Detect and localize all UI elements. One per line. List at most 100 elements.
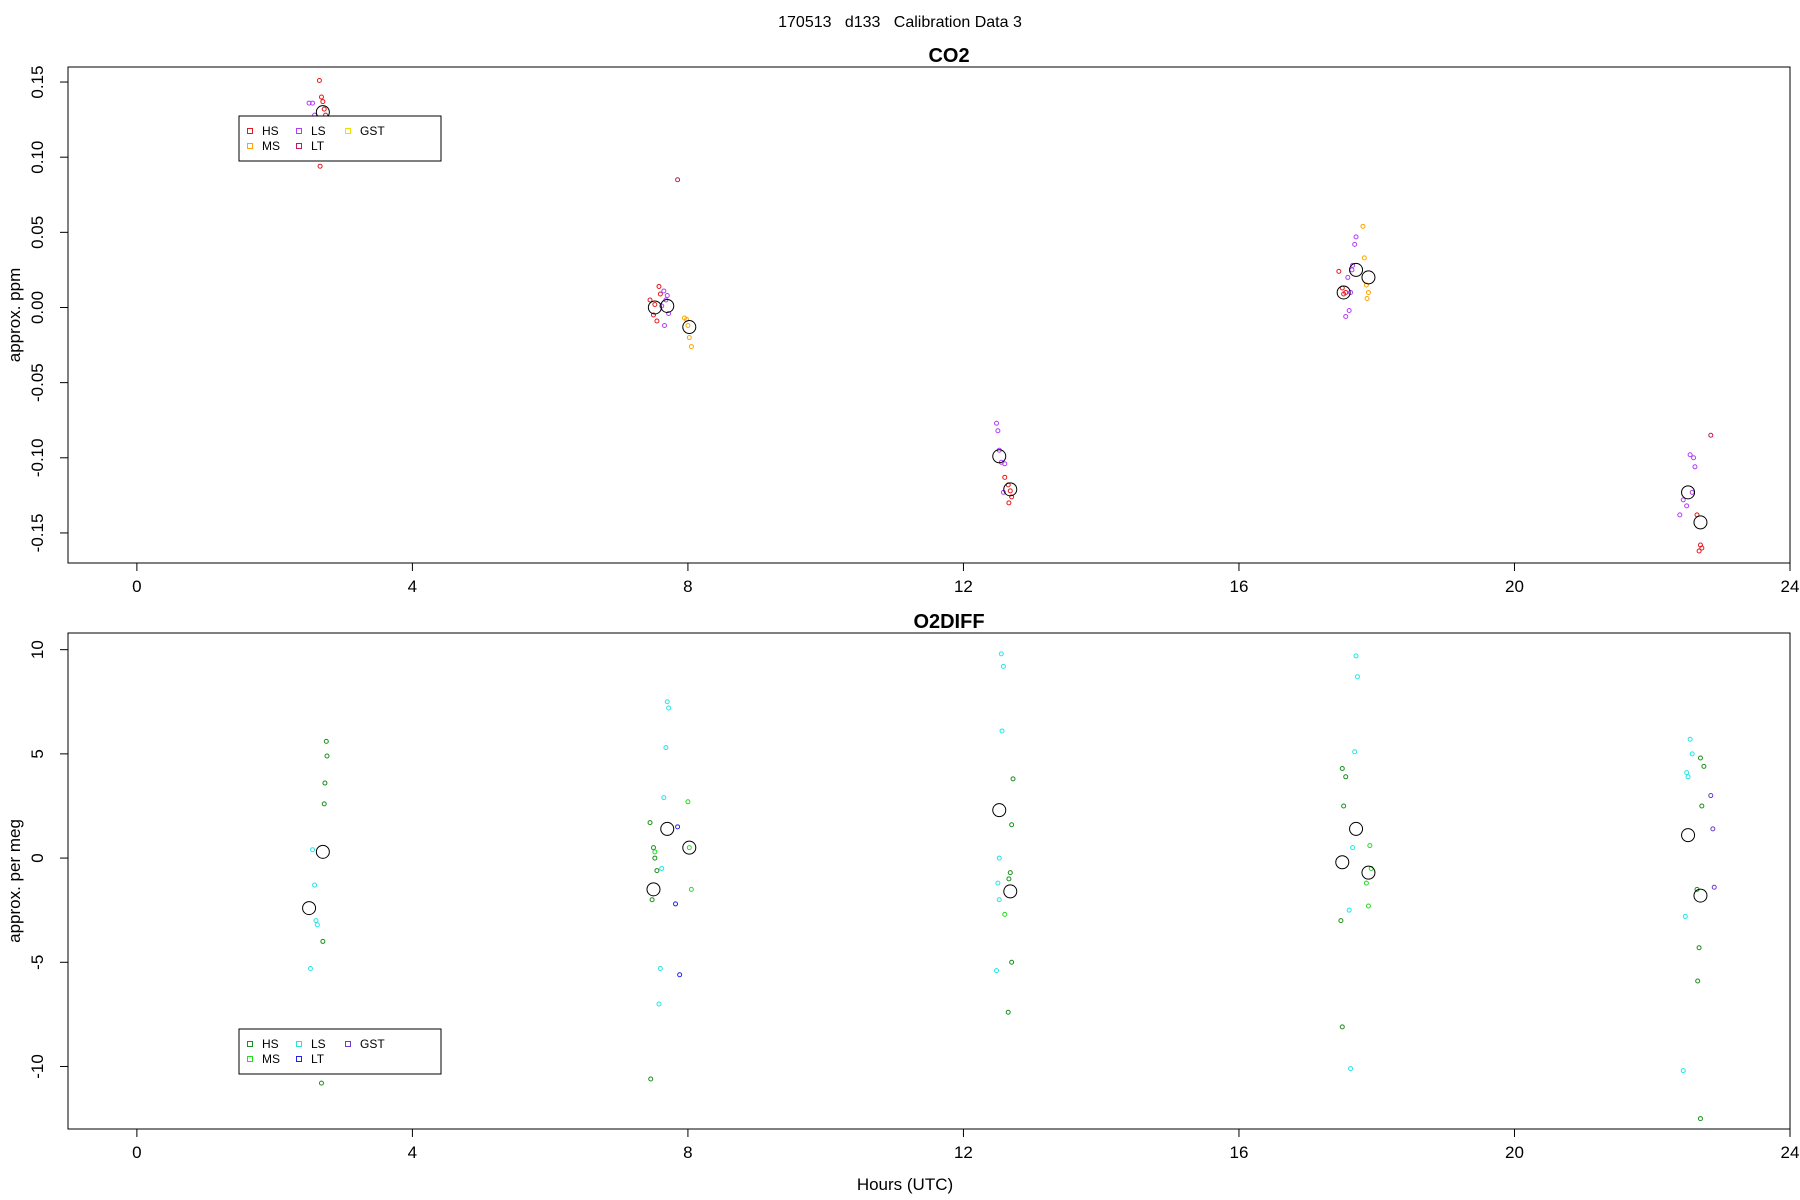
o2diff-point-ls: [1350, 845, 1356, 851]
co2-point-hs: [316, 78, 322, 84]
o2diff-point-hs: [324, 753, 330, 759]
o2diff-means: [302, 803, 1708, 916]
o2diff-point-hs: [1009, 822, 1015, 828]
o2diff-point-gst: [1711, 884, 1717, 890]
o2diff-x-tick-label: 20: [1505, 1143, 1524, 1162]
o2diff-point-ls: [307, 966, 313, 972]
co2-point-hs: [321, 106, 327, 112]
co2-title: CO2: [928, 45, 969, 67]
o2diff-x-tick-label: 12: [954, 1143, 973, 1162]
co2-legend-swatch-hs: [247, 128, 253, 134]
o2diff-point-ms: [652, 849, 658, 855]
o2diff-point-hs: [650, 845, 656, 851]
o2diff-point-ls: [996, 855, 1002, 861]
o2diff-point-ms: [1002, 911, 1008, 917]
o2diff-point-lt: [675, 824, 681, 830]
o2diff-legend-swatch-ms: [247, 1056, 253, 1062]
o2diff-point-hs: [1005, 1009, 1011, 1015]
co2-point-ls: [1691, 455, 1697, 461]
co2-point-ls: [1692, 464, 1698, 470]
o2diff-point-ls: [1682, 913, 1688, 919]
o2diff-point-ms: [688, 886, 694, 892]
o2diff-title: O2DIFF: [913, 611, 984, 633]
co2-point-hs: [1341, 291, 1347, 297]
co2-point-ms: [685, 323, 691, 329]
co2-mean-marker: [1693, 515, 1708, 530]
co2-legend-box: [238, 115, 442, 162]
o2diff-mean-marker: [1335, 855, 1350, 870]
co2-point-ms: [686, 335, 692, 341]
co2-point-hs: [320, 99, 326, 105]
co2-y-tick-label: -0.05: [28, 363, 47, 402]
o2diff-point-hs: [1009, 959, 1015, 965]
co2-point-lt: [675, 177, 681, 183]
o2diff-point-hs: [1697, 755, 1703, 761]
o2diff-point-ls: [999, 728, 1005, 734]
o2diff-panel: O2DIFF approx. per meg 0 4 8 12 16 20 24 -10 -5 0 5 1…: [5, 611, 1799, 1162]
co2-series-hs: [316, 78, 1705, 554]
co2-point-ls: [662, 323, 668, 329]
o2diff-x-tick-label: 0: [132, 1143, 141, 1162]
o2diff-legend-box: [238, 1028, 442, 1075]
co2-point-ls: [666, 310, 672, 316]
o2diff-point-ls: [657, 966, 663, 972]
co2-series-ls: [306, 100, 1698, 518]
co2-point-ls: [661, 288, 667, 294]
co2-mean-marker: [682, 320, 697, 335]
o2diff-legend-label-ms: MS: [262, 1052, 280, 1066]
o2diff-mean-marker: [302, 901, 317, 916]
o2diff-point-ms: [1363, 880, 1369, 886]
co2-point-hs: [650, 312, 656, 318]
o2diff-point-hs: [1007, 870, 1013, 876]
co2-y-axis-label: approx. ppm: [5, 268, 24, 363]
co2-point-ls: [1353, 234, 1359, 240]
o2diff-point-ls: [1684, 770, 1690, 776]
co2-point-ms: [1363, 282, 1369, 288]
co2-point-ms: [1361, 255, 1367, 261]
o2diff-legend-label-ls: LS: [311, 1037, 326, 1051]
co2-y-tick-label: -0.15: [28, 514, 47, 553]
co2-panel: CO2 approx. ppm 0 4 8 12 16 20 24 -0.15 -0.10 -0.05…: [5, 45, 1799, 596]
o2diff-point-ms: [1367, 843, 1373, 849]
o2diff-point-hs: [318, 1080, 324, 1086]
o2diff-point-ls: [663, 745, 669, 751]
co2-y-tick-label: 0.05: [28, 216, 47, 249]
co2-legend-label-gst: GST: [360, 124, 385, 138]
o2diff-y-tick-label: 10: [28, 640, 47, 659]
o2diff-point-ls: [1687, 736, 1693, 742]
o2diff-point-ls: [314, 922, 320, 928]
o2diff-x-tick-label: 16: [1229, 1143, 1248, 1162]
co2-point-ls: [1345, 274, 1351, 280]
o2diff-mean-marker: [660, 821, 675, 836]
o2diff-legend-swatch-lt: [296, 1056, 302, 1062]
o2diff-y-axis-label: approx. per meg: [5, 819, 24, 943]
co2-point-hs: [1007, 488, 1013, 494]
co2-point-ms: [688, 344, 694, 350]
co2-legend-swatch-ls: [296, 128, 302, 134]
co2-y-tick-label: 0.10: [28, 141, 47, 174]
o2diff-point-hs: [321, 801, 327, 807]
x-axis-label: Hours (UTC): [857, 1175, 953, 1194]
o2diff-point-hs: [1339, 765, 1345, 771]
o2diff-legend-label-lt: LT: [311, 1052, 325, 1066]
co2-legend-label-ms: MS: [262, 139, 280, 153]
o2diff-point-ls: [1000, 663, 1006, 669]
co2-point-hs: [1009, 494, 1015, 500]
co2-point-lt: [1708, 432, 1714, 438]
co2-mean-marker: [1681, 485, 1696, 500]
co2-y-tick-label: 0.15: [28, 65, 47, 98]
o2diff-point-ls: [666, 705, 672, 711]
co2-point-hs: [1699, 545, 1705, 551]
o2diff-mean-marker: [1349, 821, 1364, 836]
co2-point-ls: [1684, 503, 1690, 509]
co2-point-ls: [1343, 314, 1349, 320]
o2diff-point-hs: [647, 820, 653, 826]
o2diff-y-tick-label: 5: [28, 749, 47, 758]
o2diff-point-ls: [656, 1001, 662, 1007]
co2-point-ls: [1348, 289, 1354, 295]
o2diff-x-tick-label: 8: [683, 1143, 692, 1162]
co2-legend-swatch-lt: [296, 143, 302, 149]
o2diff-point-ls: [313, 918, 319, 924]
